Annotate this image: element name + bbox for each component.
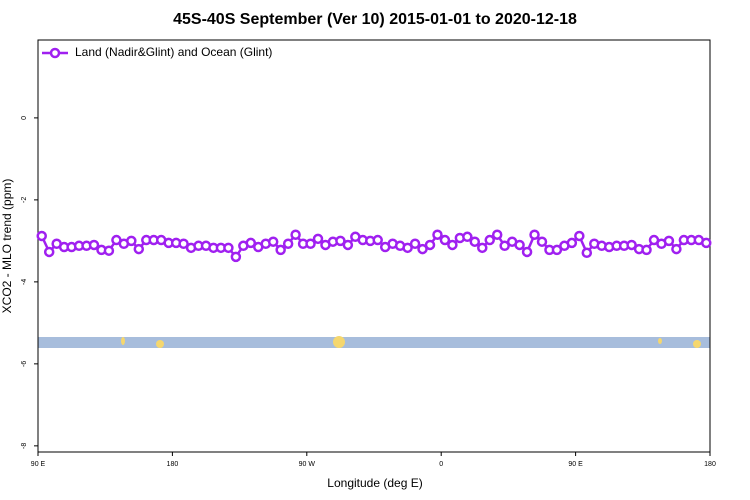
data-point [566,237,578,249]
data-point [36,230,47,242]
data-point [282,238,294,249]
data-point [469,236,481,247]
data-point [88,239,100,251]
x-tick-label: 90 W [299,461,316,468]
y-tick-label: -2 [21,197,28,203]
data-point [574,230,585,242]
data-point [514,239,525,251]
data-point [447,239,458,251]
data-point [342,239,354,251]
x-tick-label: 180 [704,461,716,468]
data-point [477,242,488,254]
land-patch [333,336,345,348]
data-point [417,243,428,255]
land-strip [38,336,710,348]
data-point [424,239,436,251]
y-tick-label: -4 [21,279,28,285]
x-tick-label: 90 E [31,461,46,468]
data-point [372,234,383,246]
y-axis-label: XCO2 - MLO trend (ppm) [0,179,14,314]
data-point [335,235,346,247]
data-point [439,234,451,246]
data-point [402,242,413,254]
land-patch [156,340,164,348]
data-point [43,246,55,258]
data-point [626,239,637,251]
y-tick-label: 0 [21,116,28,120]
data-point [275,244,286,256]
data-point [267,236,279,247]
ocean-band [38,337,710,348]
data-point [245,237,257,249]
x-axis-label: Longitude (deg E) [327,476,422,490]
data-point [663,235,675,247]
x-tick-label: 90 E [568,461,583,468]
data-point [671,243,682,255]
data-point [581,247,593,259]
data-point [521,246,533,258]
y-tick-label: -6 [21,361,28,367]
data-point [126,235,137,247]
data-point [551,244,563,256]
legend-marker [49,47,61,59]
legend-label: Land (Nadir&Glint) and Ocean (Glint) [75,45,272,59]
data-point [484,234,495,246]
data-point [491,229,503,240]
chart-title: 45S-40S September (Ver 10) 2015-01-01 to… [173,11,577,28]
data-point [462,231,473,243]
land-patch [121,337,125,345]
data-point [409,238,421,249]
x-tick-label: 0 [439,461,443,468]
land-patch [693,340,701,348]
data-point [178,238,189,249]
data-point [529,229,540,240]
data-point [701,237,712,249]
data-point [312,233,324,245]
data-point [223,242,234,254]
data-point [432,229,443,240]
data-point [641,244,652,256]
data-point [290,229,301,240]
data-point [305,238,316,249]
x-tick-label: 180 [167,461,179,468]
data-point [133,243,145,255]
data-point [230,251,242,263]
data-point [499,240,510,252]
land-patch [658,338,662,344]
data-point [536,236,548,247]
data-point [103,245,115,256]
y-tick-label: -8 [21,443,28,449]
